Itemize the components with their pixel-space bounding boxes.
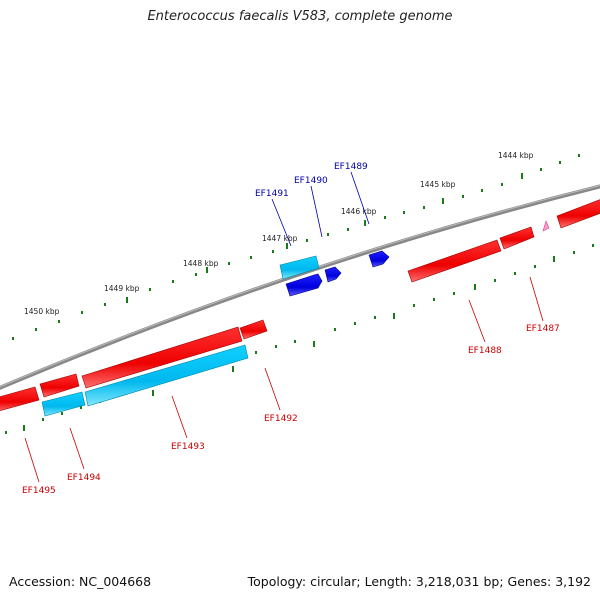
tick-mark — [206, 267, 208, 273]
tick-mark — [374, 316, 376, 319]
tick-mark — [232, 366, 234, 372]
gene-ef1489[interactable] — [368, 250, 390, 268]
gene-ef1493[interactable] — [81, 326, 243, 389]
tick-mark — [393, 313, 395, 319]
tick-mark — [286, 243, 288, 249]
kbp-label: 1448 kbp — [183, 259, 219, 268]
gene-ef1492[interactable] — [239, 319, 268, 340]
gene-ef1486[interactable] — [556, 198, 600, 229]
tick-mark — [384, 216, 386, 219]
kbp-label: 1450 kbp — [24, 307, 60, 316]
tick-mark — [195, 273, 197, 276]
kbp-label: 1449 kbp — [104, 284, 140, 293]
tick-mark — [250, 256, 252, 259]
gene-label: EF1491 — [255, 189, 289, 199]
tick-mark — [514, 272, 516, 275]
gene-label: EF1487 — [526, 324, 560, 334]
tick-mark — [540, 168, 542, 171]
tick-mark — [462, 195, 464, 198]
gene-label: EF1494 — [67, 473, 101, 483]
gene-ef1490b[interactable] — [324, 266, 342, 283]
leader-ef1492 — [264, 367, 281, 411]
tick-mark — [433, 298, 435, 301]
tick-mark — [521, 173, 523, 179]
leader-ef1489 — [350, 171, 370, 225]
tick-mark — [255, 351, 257, 354]
gene-label: EF1490 — [294, 176, 328, 186]
tick-mark — [12, 337, 14, 340]
gene-cyan-long[interactable] — [84, 344, 249, 407]
tick-mark — [534, 265, 536, 268]
tick-mark — [149, 288, 151, 291]
gene-ef1490[interactable] — [285, 273, 323, 297]
gene-label: EF1488 — [468, 346, 502, 356]
tick-mark — [553, 256, 555, 262]
tick-mark — [364, 220, 366, 226]
kbp-label: 1447 kbp — [262, 234, 298, 243]
tick-mark — [61, 412, 63, 415]
tick-mark — [573, 251, 575, 254]
tick-mark — [327, 233, 329, 236]
tick-mark — [80, 406, 82, 409]
tick-mark — [152, 390, 154, 396]
leader-ef1490 — [310, 185, 323, 238]
tick-mark — [481, 189, 483, 192]
tick-mark — [592, 244, 594, 247]
kbp-label: 1445 kbp — [420, 180, 456, 189]
gene-label: EF1492 — [264, 414, 298, 424]
tick-mark — [58, 320, 60, 323]
tick-mark — [126, 297, 128, 303]
leader-ef1494 — [69, 427, 85, 470]
tick-mark — [578, 154, 580, 157]
gene-label: EF1489 — [334, 162, 368, 172]
tick-mark — [354, 322, 356, 325]
tick-mark — [347, 228, 349, 231]
tick-mark — [23, 425, 25, 431]
tick-mark — [474, 284, 476, 290]
genome-summary: Topology: circular; Length: 3,218,031 bp… — [247, 574, 591, 589]
genome-title: Enterococcus faecalis V583, complete gen… — [147, 9, 453, 24]
gene-ef1488[interactable] — [407, 239, 502, 283]
tick-mark — [334, 328, 336, 331]
tick-mark — [453, 292, 455, 295]
leader-ef1495 — [24, 437, 40, 483]
tick-mark — [423, 206, 425, 209]
tick-mark — [172, 280, 174, 283]
tick-mark — [306, 239, 308, 242]
gene-ef1494[interactable] — [39, 373, 80, 398]
tick-mark — [294, 340, 296, 343]
tick-mark — [228, 262, 230, 265]
tick-mark — [442, 198, 444, 204]
tick-mark — [81, 311, 83, 314]
tick-mark — [403, 211, 405, 214]
accession-label: Accession: NC_004668 — [9, 574, 152, 589]
tick-mark — [5, 431, 7, 434]
tick-mark — [104, 303, 106, 306]
tick-mark — [494, 279, 496, 282]
tick-mark — [413, 304, 415, 307]
kbp-label: 1446 kbp — [341, 207, 377, 216]
outer-tick-track — [12, 154, 580, 340]
gene-cyan-short[interactable] — [41, 391, 86, 417]
tick-mark — [42, 418, 44, 421]
leader-ef1487 — [529, 276, 544, 322]
tick-mark — [35, 328, 37, 331]
gene-ef1487-block[interactable] — [499, 226, 535, 250]
gene-ef1491[interactable] — [279, 255, 320, 280]
gene-label: EF1493 — [171, 442, 205, 452]
kbp-label: 1444 kbp — [498, 151, 534, 160]
tick-mark — [272, 250, 274, 253]
leader-ef1493 — [171, 395, 188, 439]
leader-ef1491 — [271, 198, 292, 247]
tick-mark — [501, 183, 503, 186]
leader-ef1488 — [468, 299, 486, 343]
tick-mark — [559, 161, 561, 164]
tick-mark — [275, 345, 277, 348]
gene-ef1495[interactable] — [0, 386, 40, 412]
gene-ef1487[interactable] — [542, 220, 550, 232]
gene-label: EF1495 — [22, 486, 56, 496]
tick-mark — [313, 341, 315, 347]
